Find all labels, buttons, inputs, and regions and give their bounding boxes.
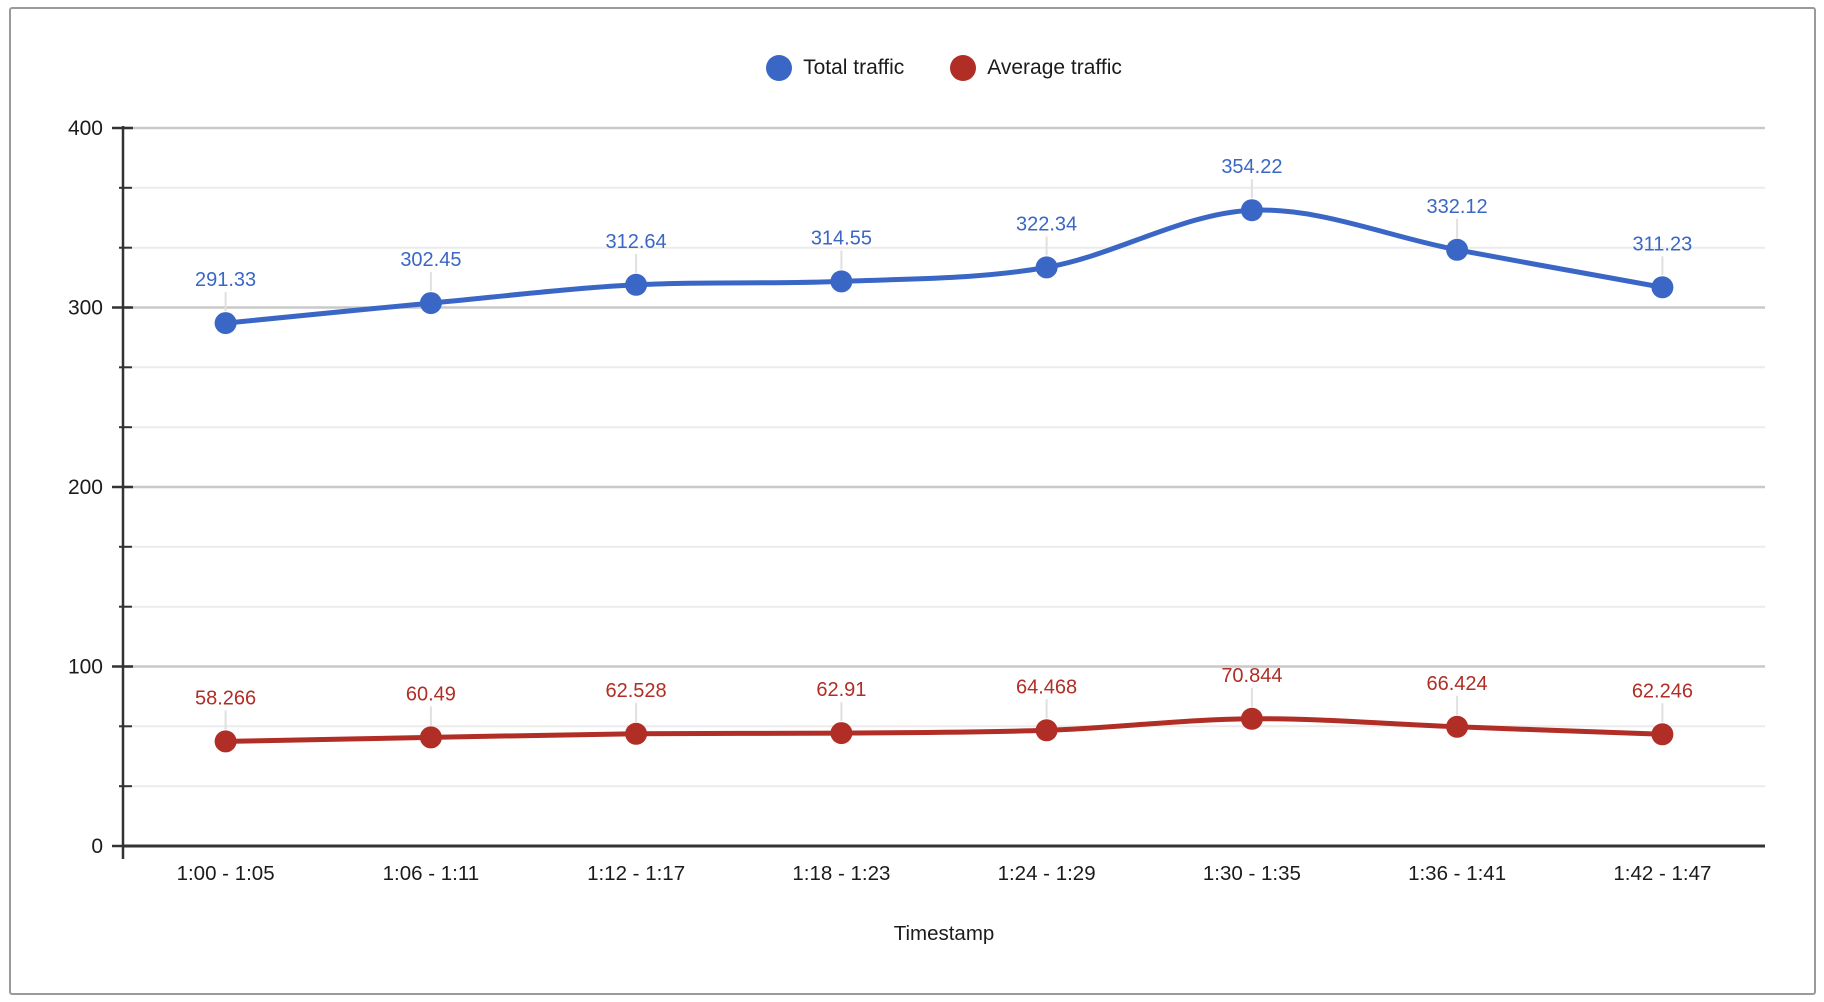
- data-point-marker-total-traffic[interactable]: [214, 312, 237, 335]
- data-point-marker-average-traffic[interactable]: [419, 726, 442, 749]
- data-point-label: 291.33: [195, 269, 256, 291]
- legend-label-total-traffic: Total traffic: [803, 56, 905, 79]
- data-point-label: 322.34: [1016, 213, 1077, 235]
- y-axis-tick-label: 100: [68, 656, 103, 679]
- legend-label-average-traffic: Average traffic: [987, 56, 1122, 79]
- series-line-total-traffic: [223, 207, 1665, 326]
- data-point-label: 302.45: [400, 249, 461, 271]
- x-axis-tick-label: 1:42 - 1:47: [1613, 862, 1711, 885]
- data-point-marker-total-traffic[interactable]: [1240, 199, 1263, 222]
- data-point-marker-total-traffic[interactable]: [625, 273, 648, 296]
- data-point-marker-average-traffic[interactable]: [1651, 723, 1674, 746]
- x-axis-tick-label: 1:24 - 1:29: [998, 862, 1096, 885]
- legend-dot-total-traffic: [766, 55, 793, 81]
- x-axis-title: Timestamp: [894, 922, 995, 945]
- data-point-marker-average-traffic[interactable]: [1446, 715, 1469, 738]
- data-point-marker-average-traffic[interactable]: [1035, 719, 1058, 742]
- x-axis-tick-label: 1:12 - 1:17: [587, 862, 685, 885]
- y-axis-tick-label: 200: [68, 476, 103, 499]
- x-axis-tick-label: 1:18 - 1:23: [792, 862, 890, 885]
- data-point-marker-average-traffic[interactable]: [830, 722, 853, 745]
- data-point-marker-total-traffic[interactable]: [419, 292, 442, 315]
- data-point-label: 70.844: [1221, 665, 1282, 687]
- data-point-label: 354.22: [1221, 156, 1282, 178]
- data-point-marker-average-traffic[interactable]: [214, 730, 237, 753]
- data-point-marker-total-traffic[interactable]: [830, 270, 853, 293]
- data-point-label: 64.468: [1016, 676, 1077, 698]
- y-axis-tick-label: 300: [68, 297, 103, 320]
- data-point-label: 332.12: [1427, 196, 1488, 218]
- data-point-marker-total-traffic[interactable]: [1035, 256, 1058, 279]
- data-point-label: 311.23: [1633, 233, 1693, 255]
- data-point-label: 62.91: [816, 679, 866, 701]
- data-point-marker-average-traffic[interactable]: [1240, 707, 1263, 730]
- x-axis-tick-label: 1:30 - 1:35: [1203, 862, 1301, 885]
- data-point-marker-average-traffic[interactable]: [625, 722, 648, 745]
- legend-dot-average-traffic: [950, 55, 977, 81]
- data-point-label: 62.528: [606, 680, 667, 702]
- data-point-label: 62.246: [1632, 680, 1693, 702]
- data-point-marker-total-traffic[interactable]: [1651, 276, 1674, 299]
- series-line-average-traffic: [223, 716, 1665, 744]
- data-point-label: 66.424: [1427, 673, 1488, 695]
- data-point-label: 312.64: [606, 231, 667, 253]
- chart-frame: [9, 7, 1816, 995]
- y-axis-tick-label: 0: [91, 835, 103, 858]
- data-point-label: 60.49: [406, 683, 456, 705]
- x-axis-tick-label: 1:36 - 1:41: [1408, 862, 1506, 885]
- x-axis-tick-label: 1:00 - 1:05: [177, 862, 275, 885]
- data-point-label: 58.266: [195, 687, 256, 709]
- x-axis-tick-label: 1:06 - 1:11: [383, 862, 480, 885]
- legend-item-total-traffic[interactable]: Total traffic: [766, 55, 904, 81]
- data-point-marker-total-traffic[interactable]: [1446, 238, 1469, 261]
- data-point-label: 314.55: [811, 227, 872, 249]
- legend-item-average-traffic[interactable]: Average traffic: [950, 55, 1122, 81]
- y-axis-tick-label: 400: [68, 117, 103, 140]
- chart-legend: Total traffic Average traffic: [123, 53, 1765, 83]
